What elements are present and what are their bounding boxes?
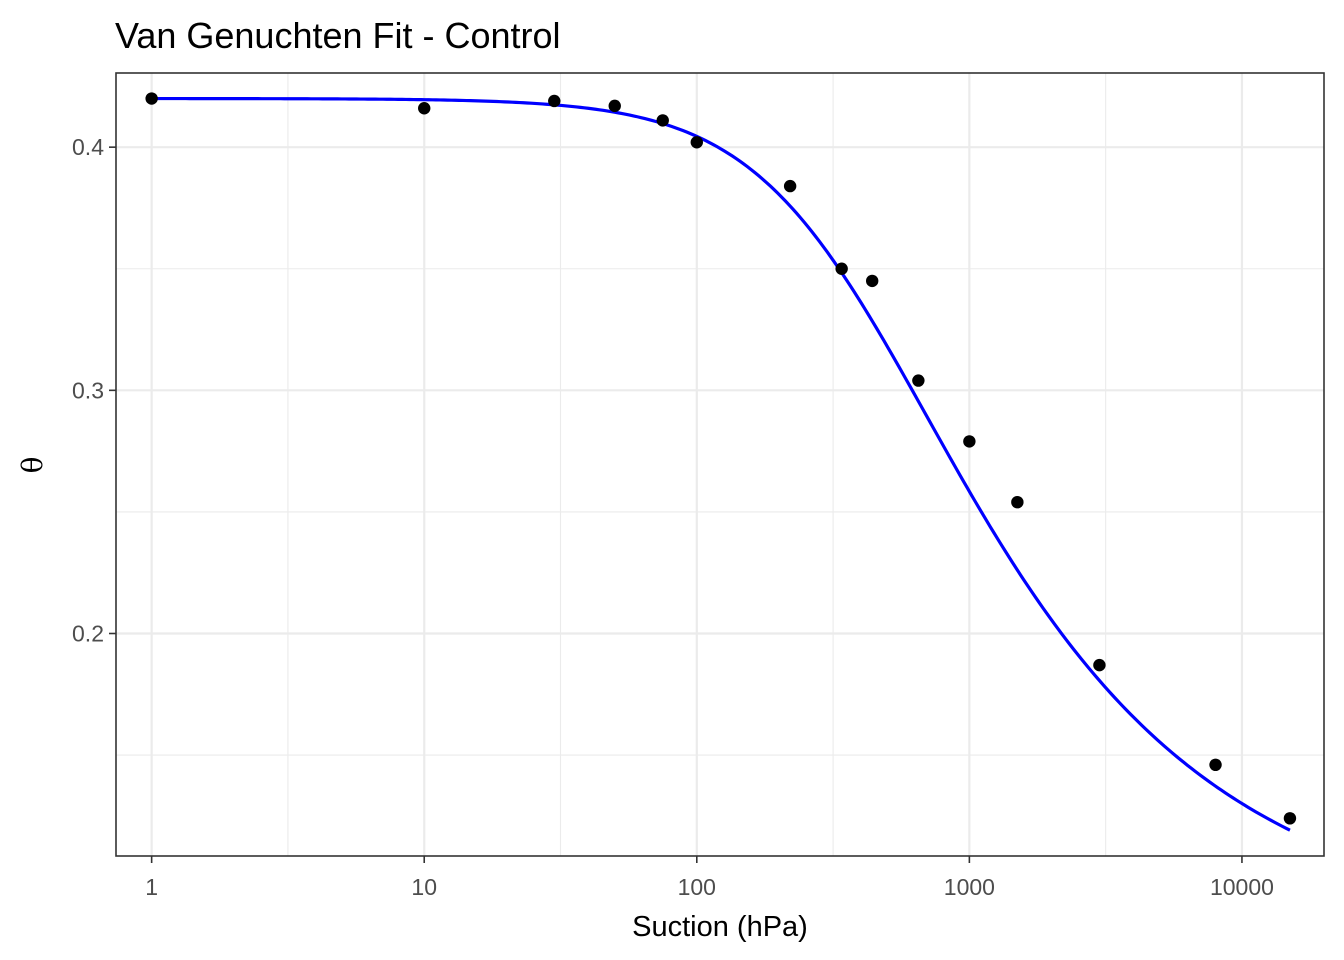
major-gridlines	[116, 73, 1324, 856]
data-points	[145, 92, 1297, 825]
data-point	[1209, 758, 1222, 772]
data-point	[783, 179, 797, 193]
y-axis: 0.2 0.3 0.4	[72, 134, 116, 647]
x-axis-title: Suction (hPa)	[632, 911, 808, 943]
plot-border	[115, 72, 1325, 857]
data-point	[656, 114, 669, 127]
x-axis: 1 10 100 1000 10000	[145, 856, 1274, 900]
x-tick-label: 1000	[944, 874, 995, 900]
data-point	[865, 274, 879, 288]
data-point	[418, 102, 431, 115]
data-point	[548, 94, 561, 108]
data-point	[145, 92, 158, 105]
y-tick-label: 0.4	[72, 134, 104, 160]
data-point	[835, 262, 848, 275]
y-axis-title: θ	[16, 457, 49, 474]
x-tick-label: 1	[145, 874, 158, 900]
data-point	[690, 136, 703, 149]
fit-curve	[151, 96, 1291, 832]
chart-title: Van Genuchten Fit - Control	[115, 15, 561, 56]
x-tick-label: 10000	[1210, 874, 1274, 900]
data-point	[1283, 812, 1297, 825]
x-tick-label: 100	[678, 874, 716, 900]
data-point	[963, 435, 976, 448]
y-tick-label: 0.2	[72, 621, 104, 647]
x-tick-label: 10	[411, 874, 437, 900]
minor-gridlines	[116, 73, 1324, 856]
plot-panel	[116, 73, 1324, 856]
data-point	[1093, 658, 1106, 672]
fit-curve-layer	[151, 96, 1291, 832]
data-point	[608, 99, 621, 113]
data-point	[912, 374, 925, 387]
y-tick-label: 0.3	[72, 377, 104, 403]
data-point	[1011, 495, 1024, 509]
